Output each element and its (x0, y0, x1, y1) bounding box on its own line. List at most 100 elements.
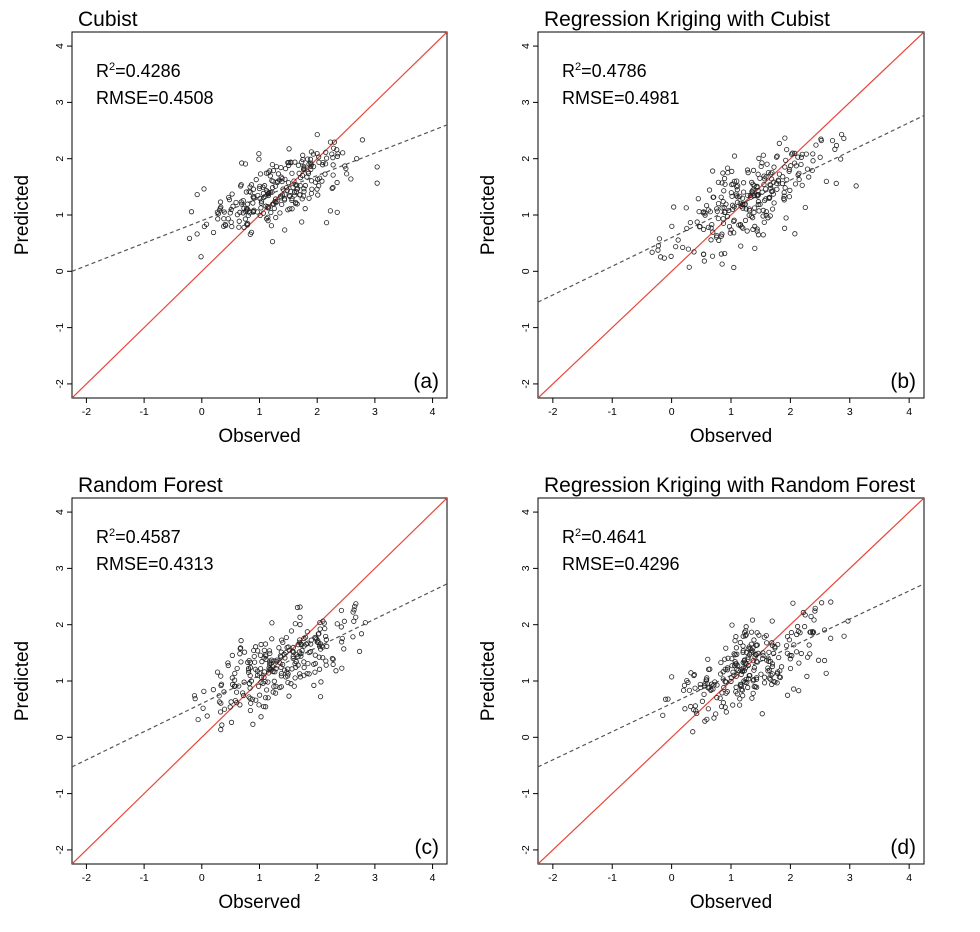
data-point (810, 629, 817, 635)
data-point (777, 674, 783, 680)
data-point (781, 195, 787, 202)
data-point (292, 182, 298, 188)
data-point (291, 683, 297, 689)
data-point (192, 696, 198, 702)
data-point (770, 179, 777, 185)
data-point (217, 199, 224, 205)
data-point (245, 220, 251, 227)
data-point (278, 664, 284, 671)
data-point (228, 719, 235, 725)
data-point (731, 663, 738, 669)
data-point (802, 204, 808, 211)
data-point (740, 633, 746, 639)
data-point (759, 160, 765, 166)
data-point (717, 695, 723, 701)
data-point (784, 146, 790, 153)
data-point (268, 223, 275, 229)
data-point (684, 225, 690, 232)
data-point (776, 171, 782, 177)
data-point (804, 673, 810, 679)
y-tick-label: -1 (54, 789, 66, 798)
data-point (742, 217, 749, 223)
data-point (247, 707, 253, 714)
data-point (781, 193, 787, 199)
data-point (799, 182, 805, 188)
data-point (286, 146, 292, 152)
r-squared-label: R2=0.4286 (96, 61, 181, 81)
data-point (286, 693, 292, 699)
data-point (705, 656, 711, 662)
data-point (301, 186, 307, 192)
data-point (798, 650, 804, 657)
data-point (241, 224, 247, 231)
data-point (354, 156, 360, 162)
data-point (774, 186, 780, 192)
data-point (702, 212, 708, 218)
regression-fit-line (538, 114, 924, 303)
data-point (746, 212, 752, 218)
data-point (261, 647, 267, 653)
data-point (250, 200, 256, 206)
data-point (745, 684, 751, 691)
data-point (293, 652, 299, 658)
data-point (281, 667, 288, 673)
r-squared-label: R2=0.4786 (562, 61, 647, 81)
data-point (289, 196, 295, 202)
data-point (704, 202, 710, 209)
data-point (233, 689, 240, 695)
data-point (318, 679, 324, 685)
data-point (227, 704, 233, 710)
x-tick-label: -2 (82, 406, 91, 418)
data-point (796, 660, 802, 666)
data-point (292, 675, 298, 681)
x-tick-label: 4 (906, 406, 912, 418)
data-point (691, 707, 697, 713)
data-point (838, 156, 844, 162)
data-point (323, 637, 329, 643)
data-point (775, 669, 781, 675)
data-point (316, 666, 323, 672)
data-point (277, 210, 283, 216)
data-point (217, 709, 224, 715)
data-point (725, 655, 731, 661)
data-point (765, 215, 771, 221)
data-point (742, 633, 748, 639)
data-point (761, 173, 767, 179)
data-point (237, 645, 244, 651)
data-point (815, 657, 822, 663)
data-point (733, 191, 739, 197)
data-point (662, 696, 669, 702)
data-point (353, 614, 359, 620)
data-point (285, 673, 291, 679)
data-point (705, 207, 711, 213)
data-point (779, 664, 785, 670)
y-tick-label: 1 (520, 212, 532, 218)
one-to-one-line (538, 32, 924, 398)
data-point (225, 660, 231, 666)
data-point (244, 201, 251, 207)
data-point (244, 206, 251, 212)
data-point (285, 644, 291, 650)
data-point (329, 185, 335, 192)
data-point (245, 669, 252, 676)
data-point (256, 683, 262, 689)
data-point (720, 216, 726, 222)
data-point (761, 219, 767, 225)
rmse-label: RMSE=0.4508 (96, 88, 214, 108)
data-point (796, 688, 802, 694)
data-point (265, 214, 271, 220)
data-point (728, 678, 734, 684)
data-point (239, 201, 245, 207)
data-point (299, 172, 306, 179)
data-point (275, 171, 282, 177)
data-point (756, 155, 762, 161)
data-point (308, 166, 314, 172)
data-point (694, 219, 700, 225)
panel-label: (b) (890, 370, 916, 393)
data-point (751, 209, 757, 216)
data-point (724, 165, 731, 171)
data-point (655, 243, 661, 249)
rmse-label: RMSE=0.4296 (562, 554, 680, 574)
data-point (748, 629, 755, 635)
data-point (240, 690, 246, 696)
